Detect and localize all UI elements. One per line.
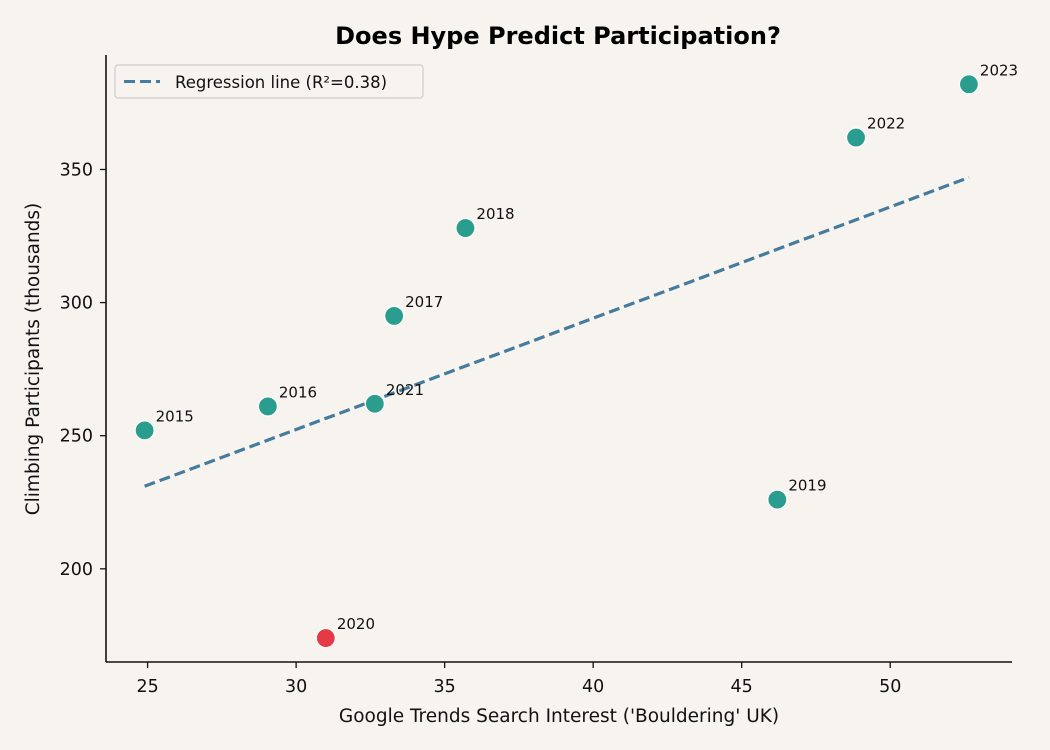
- data-point-label: 2019: [788, 477, 826, 495]
- x-axis-label: Google Trends Search Interest ('Boulderi…: [339, 706, 779, 727]
- data-point-2023: [958, 74, 980, 95]
- points-layer: 2015 2016 2017 2018 2019 2020 2021 2022 2023: [134, 61, 1018, 649]
- data-point-2016: [257, 396, 278, 417]
- x-tick-label: 50: [879, 677, 901, 697]
- y-tick-label: 350: [60, 160, 93, 180]
- data-point-label: 2023: [980, 61, 1018, 79]
- data-point-label: 2015: [156, 407, 194, 425]
- data-point-label: 2017: [405, 293, 443, 311]
- y-ticks: 200 250 300 350: [60, 160, 106, 580]
- x-tick-label: 40: [582, 677, 604, 697]
- x-tick-label: 45: [731, 677, 753, 697]
- legend-regression-label: Regression line (R²=0.38): [175, 73, 387, 92]
- data-point-2022: [845, 127, 867, 148]
- data-point-label: 2018: [476, 205, 514, 223]
- data-point-label: 2021: [386, 381, 424, 399]
- chart-title: Does Hype Predict Participation?: [335, 22, 781, 50]
- data-point-2018: [455, 217, 476, 239]
- regression-layer: [144, 175, 970, 488]
- data-point-label: 2020: [337, 615, 375, 633]
- y-axis-label: Climbing Participants (thousands): [23, 203, 44, 516]
- data-point-2015: [134, 420, 155, 441]
- y-tick-label: 250: [60, 427, 93, 447]
- x-tick-label: 25: [136, 677, 158, 697]
- data-point-2019: [767, 489, 788, 510]
- x-tick-label: 30: [285, 677, 307, 697]
- legend: Regression line (R²=0.38): [114, 64, 424, 99]
- data-point-label: 2016: [279, 383, 317, 401]
- axes: [105, 55, 1012, 663]
- data-point-2017: [384, 305, 405, 327]
- regression-line: [144, 175, 970, 488]
- x-ticks: 25 30 35 40 45 50: [136, 662, 901, 697]
- data-point-label: 2022: [867, 115, 905, 133]
- y-tick-label: 200: [60, 560, 93, 580]
- data-point-2020: [315, 627, 336, 649]
- legend-box: [114, 64, 424, 99]
- y-tick-label: 300: [60, 294, 93, 314]
- data-point-2021: [364, 393, 385, 414]
- x-tick-label: 35: [433, 677, 455, 697]
